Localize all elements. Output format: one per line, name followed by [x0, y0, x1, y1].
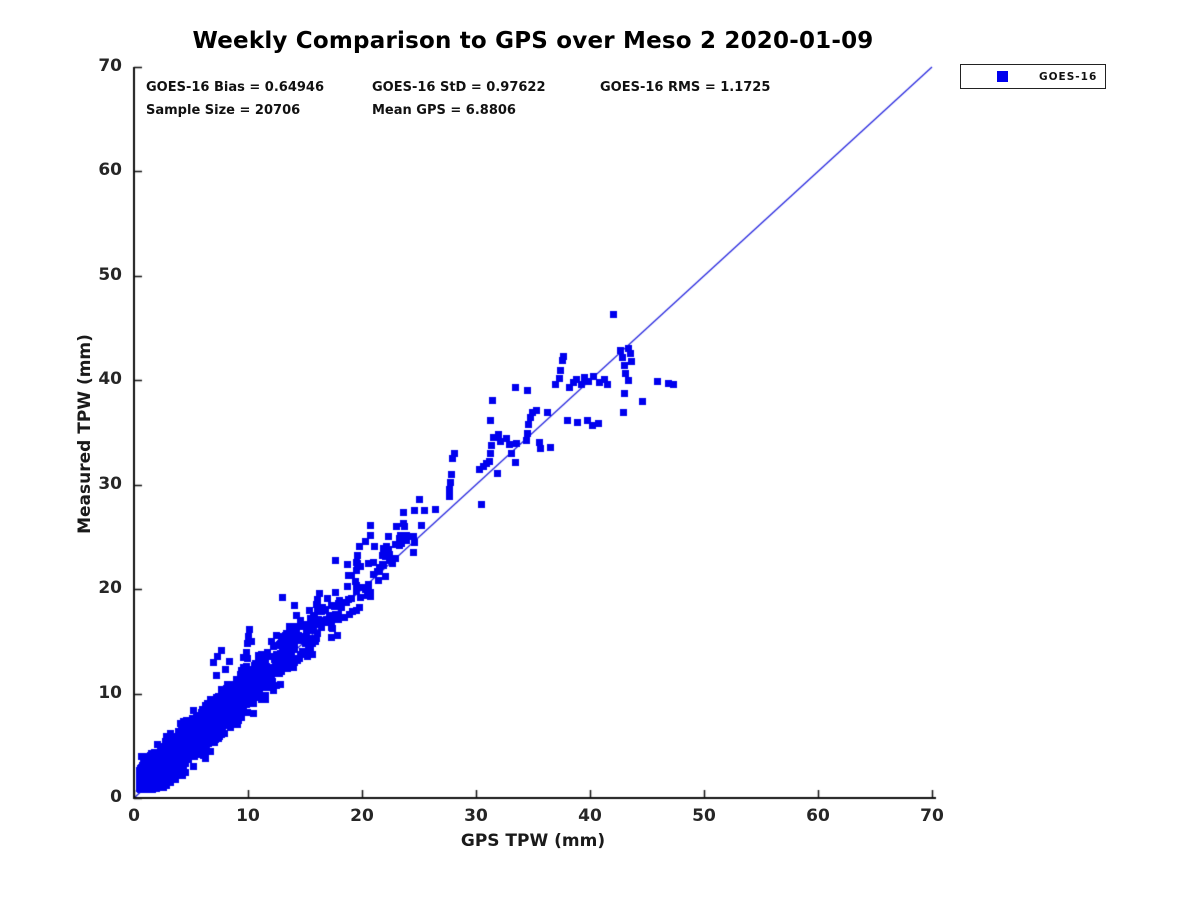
y-tick-label: 0 — [110, 787, 122, 807]
y-tick-label: 70 — [98, 56, 122, 76]
y-tick-label: 10 — [98, 682, 122, 703]
y-axis-label: Measured TPW (mm) — [75, 334, 95, 534]
y-tick-label: 40 — [98, 369, 122, 390]
x-tick-label: 60 — [806, 806, 830, 826]
x-tick-label: 20 — [350, 806, 374, 826]
legend-marker-goes16-icon — [997, 71, 1008, 82]
x-tick-label: 70 — [920, 806, 944, 826]
legend-box: GOES-16 — [960, 64, 1106, 89]
legend-label-goes16: GOES-16 — [1039, 70, 1098, 83]
y-tick-label: 50 — [98, 264, 122, 285]
stat-sample-size: Sample Size = 20706 — [146, 103, 301, 118]
y-tick-label: 20 — [98, 578, 122, 599]
y-tick-label: 60 — [98, 160, 122, 181]
x-tick-label: 0 — [128, 806, 140, 826]
chart-title: Weekly Comparison to GPS over Meso 2 202… — [192, 28, 874, 54]
y-tick-label: 30 — [98, 473, 122, 494]
x-tick-label: 50 — [692, 806, 716, 826]
stat-bias: GOES-16 Bias = 0.64946 — [146, 80, 325, 95]
stat-mean-gps: Mean GPS = 6.8806 — [372, 103, 516, 118]
x-tick-label: 30 — [464, 806, 488, 826]
x-tick-label: 40 — [578, 806, 602, 826]
stat-std: GOES-16 StD = 0.97622 — [372, 80, 546, 95]
x-tick-label: 10 — [236, 806, 260, 826]
x-axis-label: GPS TPW (mm) — [460, 831, 606, 851]
stat-rms: GOES-16 RMS = 1.1725 — [600, 80, 771, 95]
